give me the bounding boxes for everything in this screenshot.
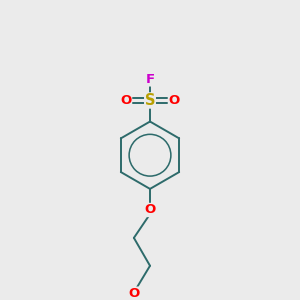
Text: S: S (145, 93, 155, 108)
Text: O: O (128, 287, 140, 300)
Text: O: O (144, 203, 156, 217)
Text: F: F (146, 73, 154, 86)
Text: O: O (120, 94, 132, 107)
Text: O: O (168, 94, 180, 107)
